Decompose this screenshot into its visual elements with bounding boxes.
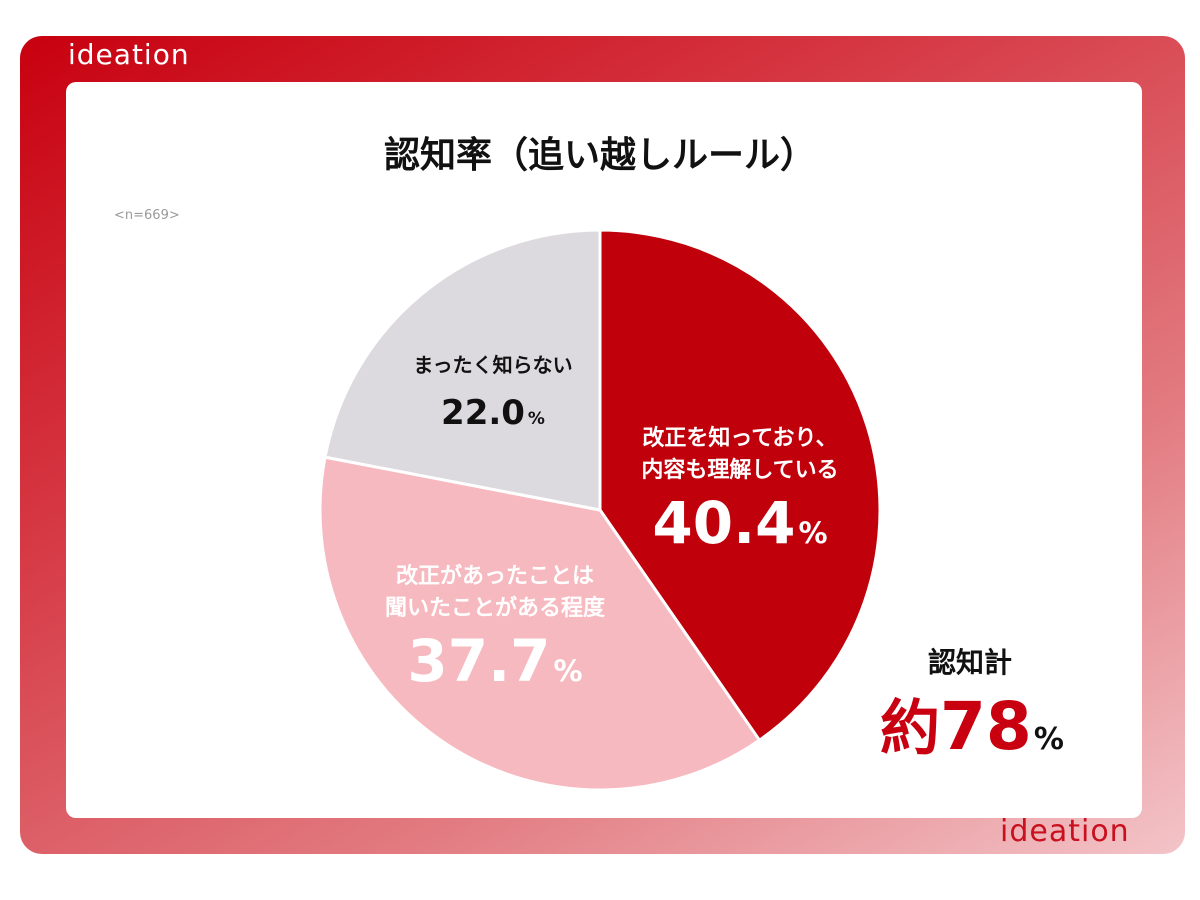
pie-slice-1 xyxy=(318,455,762,792)
slice-value-0: 40.4% xyxy=(652,489,827,557)
brand-logo-top: ideation xyxy=(68,38,190,71)
slice-label-2-line-0: まったく知らない xyxy=(413,353,572,377)
slice-label-0-line-0: 改正を知っており、 xyxy=(642,425,837,451)
pie-slice-2 xyxy=(323,228,602,512)
slice-label-1-line-0: 改正があったことは xyxy=(396,563,594,589)
total-unit: % xyxy=(1033,722,1064,757)
chart-title: 認知率（追い越しルール） xyxy=(383,135,816,176)
total-label: 認知計 xyxy=(927,646,1012,679)
total-number: 78 xyxy=(940,688,1032,765)
slice-value-2: 22.0% xyxy=(441,393,545,433)
total-prefix: 約 xyxy=(880,694,940,764)
brand-logo-bottom: ideation xyxy=(1000,814,1130,849)
slice-value-1: 37.7% xyxy=(407,627,582,695)
sample-size-label: <n=669> xyxy=(114,208,180,223)
total-value: 約78% xyxy=(880,680,1064,767)
pie-slice-0 xyxy=(598,228,882,743)
slice-label-1-line-1: 聞いたことがある程度 xyxy=(385,595,606,621)
slice-label-0-line-1: 内容も理解している xyxy=(641,457,838,483)
